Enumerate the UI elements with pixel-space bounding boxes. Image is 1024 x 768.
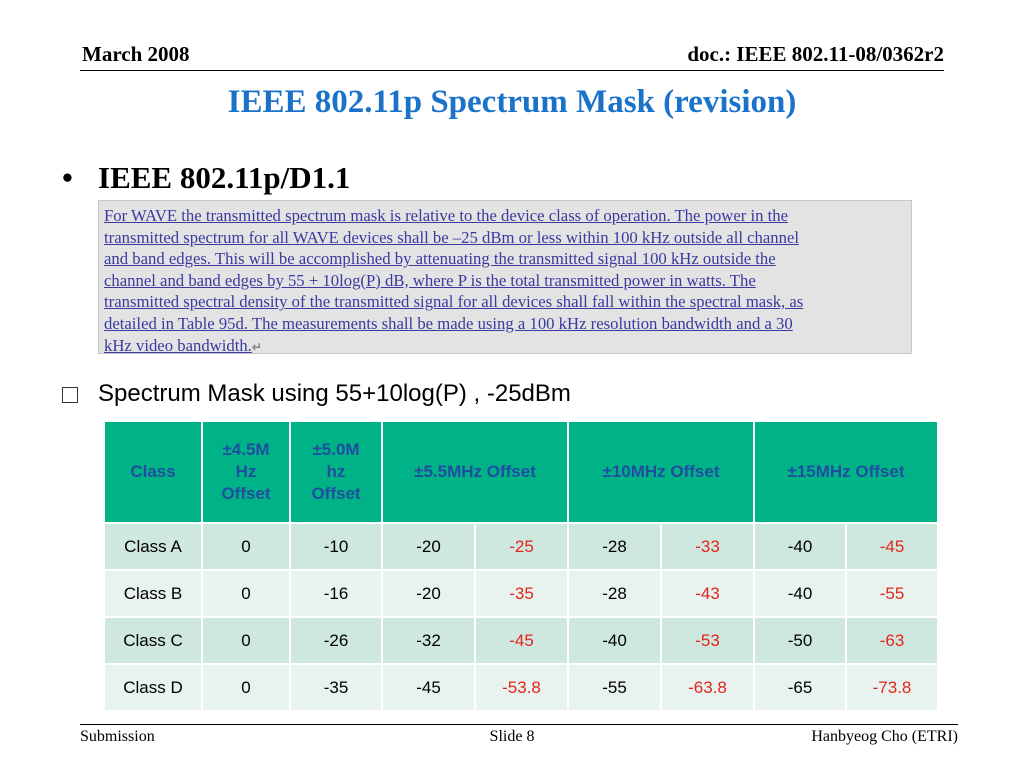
quote-line: transmitted spectrum for all WAVE device… — [104, 227, 800, 247]
cell-value: -65 — [753, 663, 847, 712]
cell-value: -20 — [381, 569, 476, 618]
footer-divider — [80, 724, 958, 725]
cell-value-highlight: -63 — [845, 616, 939, 665]
cell-value: 0 — [201, 616, 291, 665]
quote-line: detailed in Table 95d. The measurements … — [104, 313, 793, 333]
cell-value: -45 — [381, 663, 476, 712]
cell-value-highlight: -55 — [845, 569, 939, 618]
cell-value-highlight: -45 — [474, 616, 569, 665]
slide-title: IEEE 802.11p Spectrum Mask (revision) — [227, 84, 797, 120]
spectrum-mask-table: Class ±4.5M Hz Offset ±5.0M hz Offset ±5.5MH… — [103, 420, 939, 712]
footer-submission: Submission — [80, 728, 155, 745]
cell-value-highlight: -33 — [660, 522, 755, 571]
cell-value-highlight: -63.8 — [660, 663, 755, 712]
cell-value-highlight: -25 — [474, 522, 569, 571]
cell-value: -28 — [567, 522, 662, 571]
header-5-5mhz: ±5.5MHz Offset — [381, 420, 569, 524]
header-10mhz: ±10MHz Offset — [567, 420, 755, 524]
bullet-text: IEEE 802.11p/D1.1 — [98, 160, 351, 195]
table-row: Class A 0 -10 -20 -25 -28 -33 -40 -45 — [103, 522, 939, 571]
cell-value-highlight: -35 — [474, 569, 569, 618]
header-4-5mhz: ±4.5M Hz Offset — [201, 420, 291, 524]
quote-line: kHz video bandwidth.↵ — [104, 335, 262, 355]
sub-bullet-text: Spectrum Mask using 55+10log(P) , -25dBm — [98, 380, 571, 407]
cell-class: Class C — [103, 616, 203, 665]
header-divider — [80, 70, 944, 71]
cell-value: 0 — [201, 522, 291, 571]
cell-value-highlight: -73.8 — [845, 663, 939, 712]
cell-value: -40 — [753, 569, 847, 618]
cell-value-highlight: -53.8 — [474, 663, 569, 712]
footer-author: Hanbyeog Cho (ETRI) — [811, 728, 958, 745]
quote-line: transmitted spectral density of the tran… — [104, 292, 804, 312]
quote-line: channel and band edges by 55 + 10log(P) … — [104, 270, 756, 290]
cell-value: -28 — [567, 569, 662, 618]
cell-value: -40 — [753, 522, 847, 571]
table-row: Class D 0 -35 -45 -53.8 -55 -63.8 -65 -7… — [103, 663, 939, 712]
cell-value-highlight: -43 — [660, 569, 755, 618]
cell-value: -16 — [289, 569, 383, 618]
quoted-spec-text: For WAVE the transmitted spectrum mask i… — [98, 200, 912, 355]
cell-value: 0 — [201, 569, 291, 618]
quote-line: For WAVE the transmitted spectrum mask i… — [104, 206, 789, 225]
table-row: Class B 0 -16 -20 -35 -28 -43 -40 -55 — [103, 569, 939, 618]
cell-value: -50 — [753, 616, 847, 665]
cell-value-highlight: -53 — [660, 616, 755, 665]
footer-slide-number: Slide 8 — [489, 728, 535, 745]
cell-value: -55 — [567, 663, 662, 712]
cell-value: -35 — [289, 663, 383, 712]
bullet-marker: • — [62, 160, 73, 195]
quote-line: and band edges. This will be accomplishe… — [104, 249, 776, 269]
return-mark-icon: ↵ — [251, 339, 262, 354]
cell-value-highlight: -45 — [845, 522, 939, 571]
header-15mhz: ±15MHz Offset — [753, 420, 939, 524]
header-5-0mhz: ±5.0M hz Offset — [289, 420, 383, 524]
header-class: Class — [103, 420, 203, 524]
cell-value: 0 — [201, 663, 291, 712]
cell-value: -20 — [381, 522, 476, 571]
cell-value: -32 — [381, 616, 476, 665]
cell-class: Class B — [103, 569, 203, 618]
cell-class: Class A — [103, 522, 203, 571]
cell-value: -26 — [289, 616, 383, 665]
square-bullet-icon — [62, 387, 78, 403]
cell-class: Class D — [103, 663, 203, 712]
header-doc-id: doc.: IEEE 802.11-08/0362r2 — [687, 42, 944, 66]
table-header-row: Class ±4.5M Hz Offset ±5.0M hz Offset ±5.5MH… — [103, 420, 939, 524]
cell-value: -40 — [567, 616, 662, 665]
header-date: March 2008 — [82, 42, 190, 66]
cell-value: -10 — [289, 522, 383, 571]
table-row: Class C 0 -26 -32 -45 -40 -53 -50 -63 — [103, 616, 939, 665]
